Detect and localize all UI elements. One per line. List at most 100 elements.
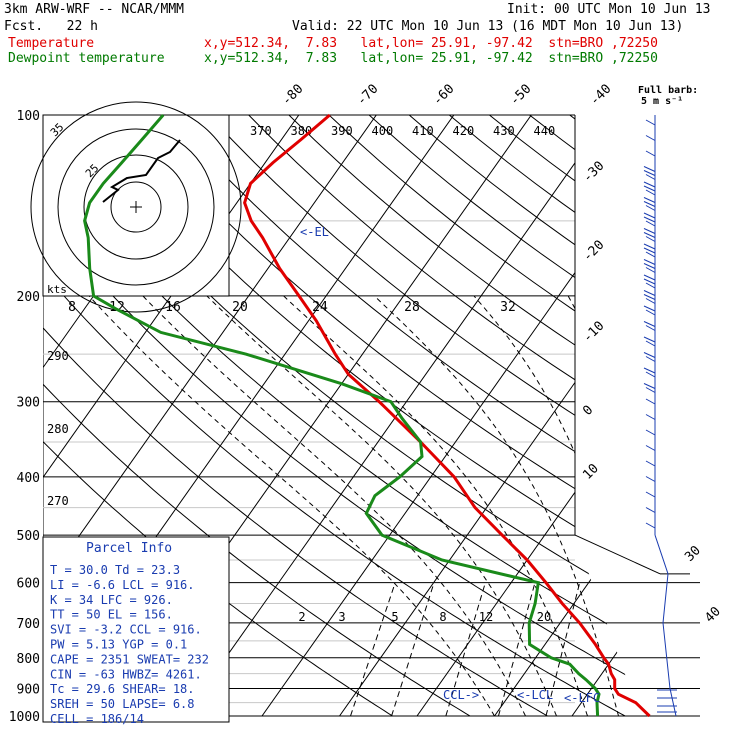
wind-barb-24-0 [645, 491, 656, 498]
isotherm--20 [261, 115, 640, 716]
hodograph-axis-label-20: 20 [232, 300, 248, 315]
dry-adiabat-440 [489, 115, 640, 716]
parcel-row-2: K = 34 LFC = 926. [50, 593, 173, 607]
parcel-row-6: CAPE = 2351 SWEAT= 232 [50, 652, 209, 666]
wind-barb-19-0 [645, 414, 656, 420]
isotherm-10 [494, 115, 640, 716]
mixing-ratio-label-3: 3 [338, 610, 345, 624]
dry-adiabat-380 [248, 115, 640, 716]
hodograph-units-label: kts [47, 283, 67, 296]
parcel-row-5: PW = 5.13 YGP = 0.1 [50, 638, 187, 652]
wind-barb-11-1 [643, 294, 656, 300]
init-time: Init: 00 UTC Mon 10 Jun 13 [507, 2, 711, 17]
mixing-ratio-line-12 [545, 582, 581, 716]
wind-barb-5-1 [643, 201, 656, 207]
isotherm-20 [571, 115, 640, 716]
wind-barb-16-1 [645, 371, 656, 378]
wind-barb-11-0 [643, 290, 656, 296]
wind-legend-line2: 5 m s⁻¹ [641, 96, 683, 107]
moist-adiabat-34 [567, 295, 640, 716]
wind-barb-9-0 [643, 259, 656, 265]
theta-label-390: 390 [331, 124, 353, 138]
dry-adiabat-330 [47, 115, 640, 716]
parcel-row-7: CIN = -63 HWBZ= 4261. [50, 667, 202, 681]
pressure-label-100: 100 [17, 109, 40, 124]
ccl-marker: CCL-> [443, 688, 479, 702]
pressure-label-300: 300 [17, 396, 40, 411]
isotherm-top-label--40: -40 [587, 82, 614, 109]
wind-barb-6-2 [645, 220, 656, 227]
pressure-label-400: 400 [17, 471, 40, 486]
wind-barb-14-0 [643, 336, 656, 343]
theta-label-410: 410 [412, 124, 434, 138]
wind-barb-8-0 [643, 243, 656, 250]
wind-barb-18-0 [645, 398, 656, 405]
wind-barb-9-2 [645, 267, 656, 273]
dry-adiabat-310 [43, 115, 640, 716]
wind-barb-4-2 [645, 189, 656, 196]
theta-label-370: 370 [250, 124, 272, 138]
hodograph-ring-2 [57, 128, 215, 286]
dewpoint-location-info: x,y=512.34, 7.83 lat,lon= 25.91, -97.42 … [204, 51, 658, 66]
wind-barb-8-2 [645, 251, 656, 258]
theta-left-label-290: 290 [47, 349, 69, 363]
dry-adiabat-320 [43, 115, 640, 716]
parcel-row-8: Tc = 29.6 SHEAR= 18. [50, 682, 195, 696]
wind-barb-20-0 [645, 429, 656, 436]
wind-barb-0-0 [645, 119, 656, 126]
isotherm-40 [727, 115, 740, 716]
wind-barb-6-1 [643, 216, 656, 223]
mixing-ratio-label-20: 20 [537, 610, 551, 624]
hodograph-ring-1 [83, 154, 189, 260]
dry-adiabat-430 [448, 115, 640, 716]
dry-adiabat-410 [368, 115, 640, 716]
hodograph-axis-label-24: 24 [312, 300, 328, 315]
hodograph-axis-label-28: 28 [404, 300, 420, 315]
dry-adiabat-470 [609, 115, 640, 716]
frame-diagonal [574, 534, 661, 575]
wind-barb-10-1 [643, 278, 656, 285]
mixing-ratio-label-8: 8 [439, 610, 446, 624]
hodograph-axis-label-16: 16 [165, 300, 181, 315]
moist-adiabat-26 [373, 295, 619, 716]
model-title: 3km ARW-WRF -- NCAR/MMM [4, 2, 185, 17]
mixing-ratio-line-5 [445, 582, 486, 716]
wind-barb-7-2 [645, 236, 656, 242]
wind-barb-5-2 [645, 205, 656, 211]
parcel-row-3: TT = 50 EL = 156. [50, 608, 173, 622]
mixing-ratio-line-2 [350, 582, 396, 716]
dry-adiabat-280 [43, 115, 471, 716]
theta-label-440: 440 [534, 124, 556, 138]
wind-barb-14-1 [645, 340, 656, 347]
isotherm-right-label--30: -30 [580, 159, 607, 186]
dry-adiabat-370 [208, 115, 640, 716]
wind-barb-17-0 [643, 383, 656, 389]
hodograph-ring-3 [30, 101, 242, 313]
wind-barb-1-0 [645, 135, 656, 141]
moist-adiabat-18 [206, 295, 557, 716]
parcel-row-10: CELL = 186/14 [50, 712, 144, 726]
wind-label-40: 40 [702, 604, 724, 626]
wind-legend-line1: Full barb: [638, 85, 698, 96]
isotherm-top-label--50: -50 [507, 82, 534, 109]
pressure-label-800: 800 [17, 652, 40, 667]
wind-barb-15-1 [645, 356, 656, 362]
wind-barb-26-0 [645, 522, 656, 529]
dry-adiabat-350 [128, 115, 640, 716]
pressure-label-1000: 1000 [9, 710, 40, 725]
isotherm-top-label--70: -70 [354, 82, 381, 109]
dewpoint-legend-label: Dewpoint temperature [8, 51, 165, 66]
hodograph-ring-0 [110, 181, 162, 233]
wind-barb-23-0 [645, 476, 656, 482]
temperature-location-info: x,y=512.34, 7.83 lat,lon= 25.91, -97.42 … [204, 36, 658, 51]
wind-barb-10-2 [645, 282, 656, 289]
mixing-ratio-label-5: 5 [391, 610, 398, 624]
isotherm--30 [184, 115, 610, 716]
wind-barb-21-0 [645, 445, 656, 451]
parcel-info-box [42, 536, 230, 723]
hodograph-trace [102, 139, 181, 203]
wind-barb-8-1 [643, 247, 656, 254]
wind-barb-11-2 [645, 298, 656, 304]
pressure-label-200: 200 [17, 290, 40, 305]
wind-barb-7-1 [643, 232, 656, 238]
